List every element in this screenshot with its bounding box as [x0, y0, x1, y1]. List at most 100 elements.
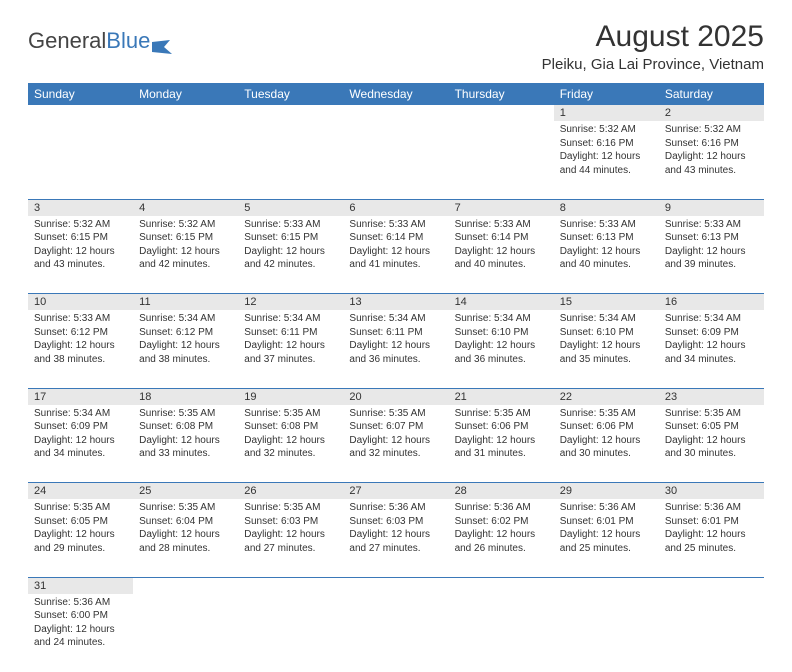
day-number-cell: [28, 105, 133, 121]
day-cell: Sunrise: 5:35 AMSunset: 6:06 PMDaylight:…: [554, 405, 659, 483]
day-cell: Sunrise: 5:33 AMSunset: 6:14 PMDaylight:…: [343, 216, 448, 294]
daynum-row: 24252627282930: [28, 483, 764, 500]
day-number-cell: 20: [343, 388, 448, 405]
day-cell-body: Sunrise: 5:36 AMSunset: 6:03 PMDaylight:…: [343, 499, 448, 559]
day-number-cell: 7: [449, 199, 554, 216]
day-number-cell: [659, 577, 764, 594]
day-number-cell: 5: [238, 199, 343, 216]
week-row: Sunrise: 5:34 AMSunset: 6:09 PMDaylight:…: [28, 405, 764, 483]
day-number-cell: 28: [449, 483, 554, 500]
daynum-row: 10111213141516: [28, 294, 764, 311]
day-cell: Sunrise: 5:34 AMSunset: 6:09 PMDaylight:…: [28, 405, 133, 483]
week-row: Sunrise: 5:33 AMSunset: 6:12 PMDaylight:…: [28, 310, 764, 388]
day-cell: Sunrise: 5:35 AMSunset: 6:08 PMDaylight:…: [238, 405, 343, 483]
day-number-cell: 12: [238, 294, 343, 311]
day-cell: Sunrise: 5:32 AMSunset: 6:15 PMDaylight:…: [28, 216, 133, 294]
day-number-cell: 6: [343, 199, 448, 216]
day-cell-body: Sunrise: 5:34 AMSunset: 6:11 PMDaylight:…: [238, 310, 343, 370]
day-cell-body: Sunrise: 5:36 AMSunset: 6:02 PMDaylight:…: [449, 499, 554, 559]
day-cell-body: Sunrise: 5:36 AMSunset: 6:00 PMDaylight:…: [28, 594, 133, 654]
day-number-cell: 25: [133, 483, 238, 500]
day-cell: [238, 121, 343, 199]
logo: GeneralBlue: [28, 20, 174, 54]
day-number-cell: 24: [28, 483, 133, 500]
day-number-cell: 4: [133, 199, 238, 216]
title-block: August 2025 Pleiku, Gia Lai Province, Vi…: [542, 20, 764, 73]
day-cell: [554, 594, 659, 672]
day-cell-body: Sunrise: 5:34 AMSunset: 6:09 PMDaylight:…: [28, 405, 133, 465]
day-cell: [133, 594, 238, 672]
day-cell: [659, 594, 764, 672]
day-cell: Sunrise: 5:36 AMSunset: 6:03 PMDaylight:…: [343, 499, 448, 577]
day-cell-body: Sunrise: 5:33 AMSunset: 6:12 PMDaylight:…: [28, 310, 133, 370]
weekday-header: Thursday: [449, 83, 554, 105]
day-number-cell: 27: [343, 483, 448, 500]
header: GeneralBlue August 2025 Pleiku, Gia Lai …: [28, 20, 764, 73]
day-number-cell: 11: [133, 294, 238, 311]
day-cell-body: Sunrise: 5:34 AMSunset: 6:12 PMDaylight:…: [133, 310, 238, 370]
day-cell: [343, 121, 448, 199]
day-cell: Sunrise: 5:34 AMSunset: 6:11 PMDaylight:…: [343, 310, 448, 388]
day-number-cell: [449, 105, 554, 121]
day-cell: [28, 121, 133, 199]
day-cell-body: Sunrise: 5:36 AMSunset: 6:01 PMDaylight:…: [554, 499, 659, 559]
day-cell: Sunrise: 5:33 AMSunset: 6:15 PMDaylight:…: [238, 216, 343, 294]
day-number-cell: 23: [659, 388, 764, 405]
week-row: Sunrise: 5:36 AMSunset: 6:00 PMDaylight:…: [28, 594, 764, 672]
day-cell: [238, 594, 343, 672]
day-number-cell: 10: [28, 294, 133, 311]
day-number-cell: [343, 577, 448, 594]
daynum-row: 3456789: [28, 199, 764, 216]
day-number-cell: 19: [238, 388, 343, 405]
day-cell-body: Sunrise: 5:35 AMSunset: 6:06 PMDaylight:…: [554, 405, 659, 465]
day-number-cell: 1: [554, 105, 659, 121]
day-number-cell: 30: [659, 483, 764, 500]
day-cell-body: Sunrise: 5:35 AMSunset: 6:07 PMDaylight:…: [343, 405, 448, 465]
calendar-table: SundayMondayTuesdayWednesdayThursdayFrid…: [28, 83, 764, 672]
weekday-header: Tuesday: [238, 83, 343, 105]
week-row: Sunrise: 5:35 AMSunset: 6:05 PMDaylight:…: [28, 499, 764, 577]
daynum-row: 12: [28, 105, 764, 121]
week-row: Sunrise: 5:32 AMSunset: 6:15 PMDaylight:…: [28, 216, 764, 294]
day-cell: Sunrise: 5:35 AMSunset: 6:03 PMDaylight:…: [238, 499, 343, 577]
day-cell-body: Sunrise: 5:32 AMSunset: 6:16 PMDaylight:…: [659, 121, 764, 181]
day-cell-body: Sunrise: 5:36 AMSunset: 6:01 PMDaylight:…: [659, 499, 764, 559]
weekday-header: Sunday: [28, 83, 133, 105]
day-cell: Sunrise: 5:35 AMSunset: 6:05 PMDaylight:…: [659, 405, 764, 483]
day-number-cell: 14: [449, 294, 554, 311]
day-cell-body: Sunrise: 5:34 AMSunset: 6:10 PMDaylight:…: [449, 310, 554, 370]
day-number-cell: 21: [449, 388, 554, 405]
day-number-cell: [343, 105, 448, 121]
day-cell: Sunrise: 5:35 AMSunset: 6:04 PMDaylight:…: [133, 499, 238, 577]
weekday-header: Friday: [554, 83, 659, 105]
day-number-cell: [133, 577, 238, 594]
day-cell-body: Sunrise: 5:33 AMSunset: 6:13 PMDaylight:…: [554, 216, 659, 276]
day-cell-body: Sunrise: 5:32 AMSunset: 6:15 PMDaylight:…: [133, 216, 238, 276]
day-cell-body: Sunrise: 5:33 AMSunset: 6:13 PMDaylight:…: [659, 216, 764, 276]
day-cell: Sunrise: 5:34 AMSunset: 6:10 PMDaylight:…: [449, 310, 554, 388]
day-cell: Sunrise: 5:34 AMSunset: 6:10 PMDaylight:…: [554, 310, 659, 388]
logo-text-1: General: [28, 28, 106, 54]
flag-icon: [152, 34, 174, 48]
weekday-header: Saturday: [659, 83, 764, 105]
day-number-cell: [238, 105, 343, 121]
day-cell-body: Sunrise: 5:35 AMSunset: 6:04 PMDaylight:…: [133, 499, 238, 559]
day-number-cell: [133, 105, 238, 121]
week-row: Sunrise: 5:32 AMSunset: 6:16 PMDaylight:…: [28, 121, 764, 199]
day-cell-body: Sunrise: 5:33 AMSunset: 6:14 PMDaylight:…: [449, 216, 554, 276]
location: Pleiku, Gia Lai Province, Vietnam: [542, 56, 764, 73]
day-cell: Sunrise: 5:35 AMSunset: 6:06 PMDaylight:…: [449, 405, 554, 483]
day-cell-body: Sunrise: 5:34 AMSunset: 6:11 PMDaylight:…: [343, 310, 448, 370]
day-cell-body: Sunrise: 5:35 AMSunset: 6:05 PMDaylight:…: [28, 499, 133, 559]
day-cell-body: Sunrise: 5:35 AMSunset: 6:03 PMDaylight:…: [238, 499, 343, 559]
day-cell-body: Sunrise: 5:35 AMSunset: 6:08 PMDaylight:…: [238, 405, 343, 465]
day-number-cell: 13: [343, 294, 448, 311]
day-cell: Sunrise: 5:32 AMSunset: 6:16 PMDaylight:…: [659, 121, 764, 199]
weekday-header: Monday: [133, 83, 238, 105]
day-number-cell: [554, 577, 659, 594]
day-number-cell: 31: [28, 577, 133, 594]
day-cell-body: Sunrise: 5:32 AMSunset: 6:16 PMDaylight:…: [554, 121, 659, 181]
day-number-cell: 8: [554, 199, 659, 216]
day-cell-body: Sunrise: 5:35 AMSunset: 6:06 PMDaylight:…: [449, 405, 554, 465]
day-cell: Sunrise: 5:35 AMSunset: 6:05 PMDaylight:…: [28, 499, 133, 577]
